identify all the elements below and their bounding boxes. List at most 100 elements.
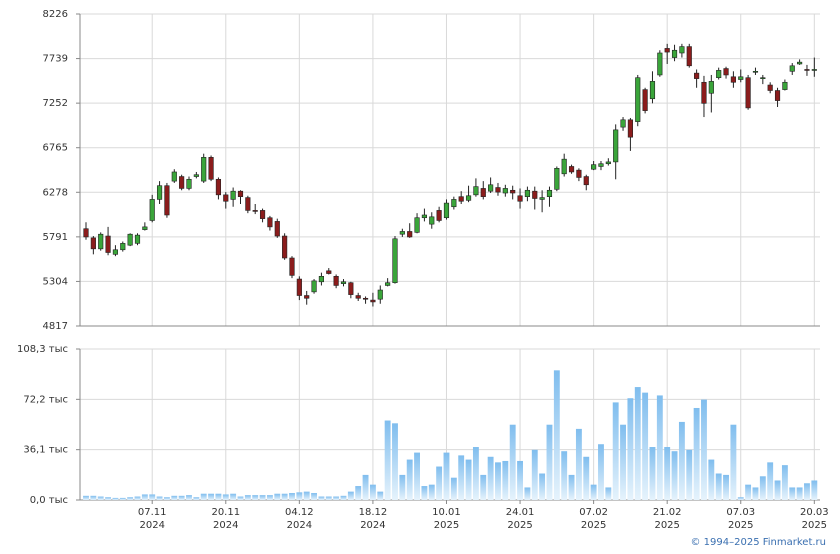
candle-body [164,185,170,216]
candle-body [318,276,324,283]
volume-bar [369,484,376,500]
candle-body [83,228,89,238]
volume-bar [450,477,457,500]
volume-bar [127,497,134,500]
x-tick-label: 21.02 [653,507,682,518]
volume-bar [289,493,295,500]
volume-bar [90,495,97,500]
volume-bar [546,424,553,500]
volume-bar [97,496,104,500]
volume-bar [119,497,126,500]
volume-bar [436,466,443,500]
volume-bar [590,484,597,500]
candle-body [576,169,582,178]
candle-body [738,76,744,80]
candle-body [635,77,641,122]
volume-bar [414,452,420,500]
volume-bar [149,494,156,500]
candle-body [142,226,148,230]
candle-body [524,189,530,197]
volume-bar [605,487,612,500]
candle-body [362,297,369,300]
volume-bar [362,474,369,500]
candle-body [532,190,538,199]
volume-bar [325,496,332,500]
volume-bar [333,496,340,500]
candle-body [664,48,670,53]
volume-bar [281,493,288,500]
x-tick-year: 2025 [802,520,827,531]
candle-body [282,235,288,259]
volume-bar [384,420,391,500]
volume-bar [406,459,413,500]
y-tick-label: 7739 [43,54,68,65]
volume-bar [774,480,781,500]
candle-body [657,52,663,76]
volume-bar [208,493,215,500]
volume-bar [664,447,671,500]
candle-body [326,270,332,274]
volume-bar [767,462,774,500]
volume-bar [634,387,641,500]
candle-body [620,119,626,128]
candle-body [311,280,317,293]
candle-body [716,70,722,78]
volume-bar [311,493,318,500]
candle-body [642,89,648,111]
candle-body [377,289,383,300]
candle-body [811,69,817,71]
volume-bar [266,495,273,500]
x-tick-year: 2025 [654,520,679,531]
x-tick-label: 04.12 [285,507,314,518]
candle-body [355,295,361,299]
volume-bar [671,451,678,500]
candle-body [127,233,133,246]
x-tick-label: 07.03 [726,507,755,518]
x-tick-year: 2024 [213,520,238,531]
candle-body [745,77,751,109]
y-tick-label: 108,3 тыс [17,344,68,355]
y-tick-label: 7252 [43,98,68,109]
candle-body [598,163,604,167]
volume-bar [656,395,663,500]
volume-bar [561,451,568,500]
volume-bar [627,398,634,500]
volume-bar [752,487,759,500]
candle-body [201,157,207,182]
candle-body [554,168,560,190]
candle-body [752,70,759,73]
x-tick-year: 2025 [507,520,532,531]
candle-body [605,161,611,165]
volume-bar [171,495,178,500]
volume-bar [355,486,362,500]
candle-body [723,68,729,76]
volume-bar [458,455,465,500]
x-tick-label: 18.12 [359,507,388,518]
volume-bar [259,495,266,500]
candle-body [804,69,810,71]
volume-bar [134,496,141,500]
volume-bar [701,399,707,500]
volume-bar [708,459,715,500]
candle-body [488,184,494,192]
x-tick-label: 10.01 [432,507,461,518]
volume-bar [193,497,200,500]
volume-bar [495,462,501,500]
y-tick-label: 5304 [43,276,68,287]
candle-body [223,194,229,202]
candle-body [392,238,398,284]
volume-bar [568,474,575,500]
volume-bar [715,473,722,500]
candle-body [701,81,707,104]
candle-body [112,249,119,255]
candle-body [267,217,273,228]
volume-bar [303,491,310,500]
volume-bar [163,497,170,500]
candle-body [583,176,589,186]
volume-bar [318,496,325,500]
volume-bar [200,493,207,500]
volume-bar [296,492,303,500]
volume-bar [642,392,649,500]
candle-body [134,234,141,244]
volume-bar [649,447,656,500]
